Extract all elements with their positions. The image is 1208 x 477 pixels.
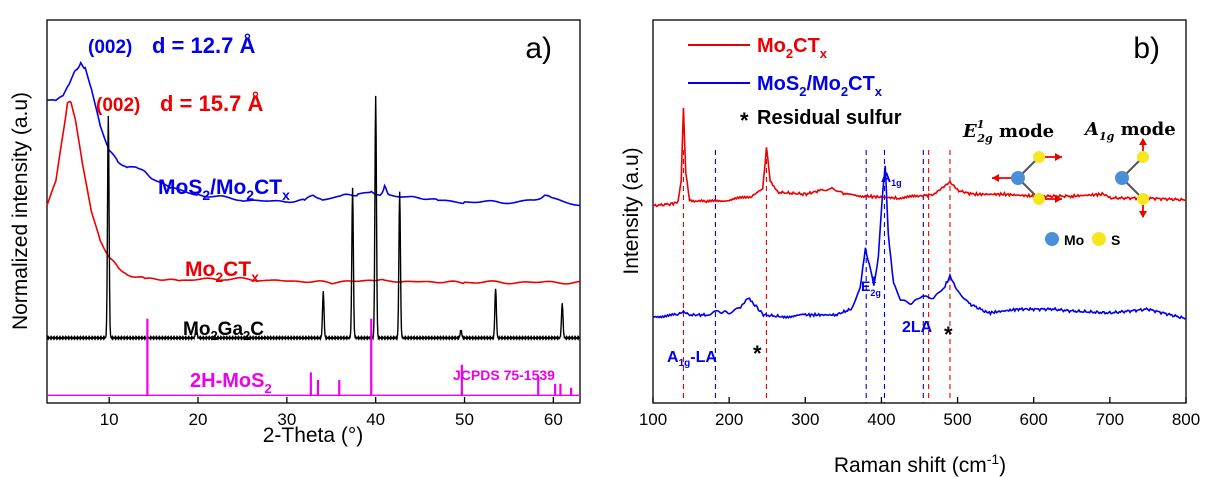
e2g-mode-title: E1 2g mode: [962, 118, 1054, 145]
panel-a-label: a): [525, 32, 552, 65]
e2g-mode-diagram: [992, 151, 1062, 205]
s-atom-legend-label: S: [1111, 232, 1120, 248]
panel-a-x-ticks: 10 20 30 40 50 60: [100, 397, 563, 429]
x-tick-label: 500: [943, 410, 971, 429]
panel-b-label: b): [1133, 32, 1160, 65]
x-tick-label: 30: [277, 410, 296, 429]
panel-b: 100 200 300 400 500 600 700 800 b) Raman shift …: [620, 19, 1200, 477]
series-line-blue: [46, 60, 581, 207]
panel-b-reference-lines: [682, 150, 951, 403]
x-tick-label: 200: [715, 410, 743, 429]
panel-a-series: [46, 60, 581, 397]
series-line-red: [46, 100, 581, 285]
panel-b-y-axis-title: Intensity (a.u): [620, 147, 643, 274]
x-tick-label: 20: [189, 410, 208, 429]
x-tick-label: 10: [100, 410, 119, 429]
a1g-mo-atom: [1115, 171, 1129, 185]
peak-label-2la: 2LA: [902, 319, 933, 336]
e2g-s-atom-upper: [1033, 151, 1045, 163]
series-line-blue: [652, 165, 1187, 320]
sulfur-marker-490: *: [944, 322, 953, 347]
red-peak-d-spacing: d = 15.7 Å: [160, 90, 263, 116]
peak-label-a1g: A1g: [881, 169, 902, 188]
panel-b-series: [652, 107, 1187, 320]
s-atom-legend-swatch: [1092, 232, 1106, 246]
vibration-modes-inset: E1 2g mode A1g mode: [962, 118, 1176, 248]
panel-b-x-axis-title: Raman shift (cm-1): [834, 451, 1006, 477]
legend-label-mos2-mo2ctx: MoS2/Mo2CTx: [757, 73, 883, 99]
reference-card-label: JCPDS 75-1539: [453, 367, 555, 383]
a1g-arrowhead-down: [1139, 211, 1147, 218]
panel-b-x-ticks: 100 200 300 400 500 600 700 800: [639, 397, 1200, 429]
x-tick-label: 60: [544, 410, 563, 429]
x-tick-label: 300: [791, 410, 819, 429]
x-tick-label: 100: [639, 410, 667, 429]
panel-a: 10 20 30 40 50 60 a) 2-Theta (°) Normalized i…: [9, 19, 581, 447]
legend-label-residual-sulfur: Residual sulfur: [757, 107, 902, 129]
series-line-black: [46, 95, 581, 342]
peak-label-a1g-la: A1g-LA: [667, 349, 717, 369]
x-tick-label: 800: [1172, 410, 1200, 429]
a1g-mode-diagram: [1115, 138, 1149, 218]
panel-b-legend: Mo2CTx MoS2/Mo2CTx * Residual sulfur: [688, 35, 902, 133]
a1g-mode-title: A1g mode: [1083, 119, 1176, 143]
series-label-mo2ctx: Mo2CTx: [185, 258, 259, 285]
mo-atom-legend-label: Mo: [1064, 232, 1084, 248]
panel-b-plot-frame: [652, 19, 1187, 404]
series-label-mos2-mo2ctx: MoS2/Mo2CTx: [158, 176, 290, 203]
series-line-red: [652, 107, 1187, 208]
sulfur-marker-225: *: [753, 341, 762, 366]
e2g-arrowhead-s-upper: [1055, 153, 1062, 161]
series-label-2h-mos2: 2H-MoS2: [190, 370, 272, 396]
a1g-s-atom-lower: [1137, 193, 1149, 205]
e2g-arrowhead-mo: [992, 174, 999, 182]
red-peak-index: (002): [96, 95, 140, 116]
e2g-mo-atom: [1011, 171, 1025, 185]
x-tick-label: 40: [366, 410, 385, 429]
x-tick-label: 600: [1020, 410, 1048, 429]
x-tick-label: 700: [1096, 410, 1124, 429]
legend-asterisk: *: [740, 108, 749, 133]
blue-peak-index: (002): [88, 37, 132, 58]
x-tick-label: 400: [867, 410, 895, 429]
a1g-arrowhead-up: [1139, 138, 1147, 145]
panel-a-plot-frame: [46, 19, 581, 404]
mo-atom-legend-swatch: [1045, 232, 1059, 246]
legend-label-mo2ctx: Mo2CTx: [757, 35, 828, 61]
x-tick-label: 50: [455, 410, 474, 429]
series-label-mo2ga2c: Mo2Ga2C: [183, 319, 264, 343]
a1g-s-atom-upper: [1137, 151, 1149, 163]
peak-label-e2g: E1 2g: [861, 275, 881, 298]
e2g-s-atom-lower: [1033, 193, 1045, 205]
blue-peak-d-spacing: d = 12.7 Å: [152, 32, 255, 58]
e2g-arrowhead-s-lower: [1055, 195, 1062, 203]
panel-a-x-axis-title: 2-Theta (°): [263, 424, 364, 447]
panel-a-y-axis-title: Normalized intensity (a.u): [9, 92, 32, 330]
